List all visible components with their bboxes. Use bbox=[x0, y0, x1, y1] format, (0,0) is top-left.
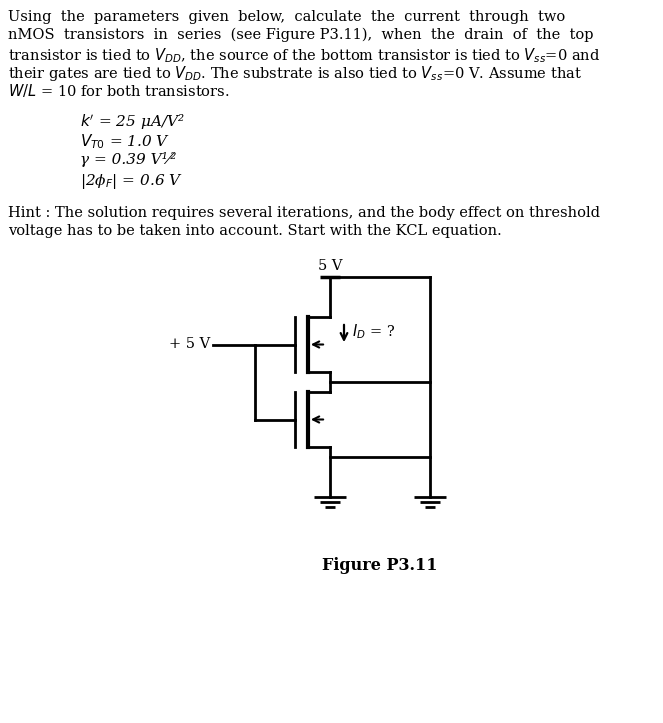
Text: $V_{T0}$ = 1.0 V: $V_{T0}$ = 1.0 V bbox=[80, 132, 170, 150]
Text: $k'$ = 25 μA/V²: $k'$ = 25 μA/V² bbox=[80, 112, 185, 132]
Text: $W/L$ = 10 for both transistors.: $W/L$ = 10 for both transistors. bbox=[8, 82, 229, 99]
Text: voltage has to be taken into account. Start with the KCL equation.: voltage has to be taken into account. St… bbox=[8, 224, 502, 238]
Text: Hint : The solution requires several iterations, and the body effect on threshol: Hint : The solution requires several ite… bbox=[8, 206, 600, 220]
Text: their gates are tied to $V_{DD}$. The substrate is also tied to $V_{ss}$=0 V. As: their gates are tied to $V_{DD}$. The su… bbox=[8, 64, 582, 83]
Text: Figure P3.11: Figure P3.11 bbox=[322, 557, 438, 574]
Text: |2ϕ$_F$| = 0.6 V: |2ϕ$_F$| = 0.6 V bbox=[80, 172, 183, 191]
Text: γ = 0.39 V¹⁄²: γ = 0.39 V¹⁄² bbox=[80, 152, 176, 167]
Text: transistor is tied to $V_{DD}$, the source of the bottom transistor is tied to $: transistor is tied to $V_{DD}$, the sour… bbox=[8, 46, 600, 64]
Text: 5 V: 5 V bbox=[318, 259, 342, 273]
Text: nMOS  transistors  in  series  (see Figure P3.11),  when  the  drain  of  the  t: nMOS transistors in series (see Figure P… bbox=[8, 28, 593, 43]
Text: Using  the  parameters  given  below,  calculate  the  current  through  two: Using the parameters given below, calcul… bbox=[8, 10, 566, 24]
Text: + 5 V: + 5 V bbox=[169, 338, 210, 351]
Text: $I_D$ = ?: $I_D$ = ? bbox=[352, 322, 395, 341]
